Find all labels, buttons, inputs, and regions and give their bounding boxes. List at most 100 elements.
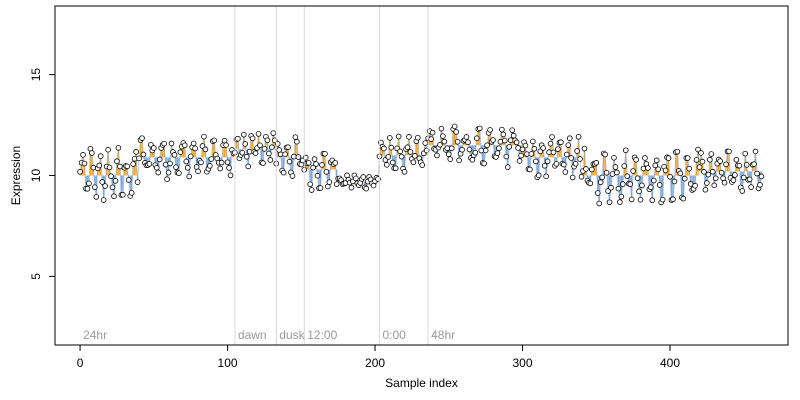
data-point [92,184,98,190]
data-point [553,161,560,167]
annotation-label: 12:00 [307,328,337,342]
data-point [466,146,473,153]
data-point [201,133,207,140]
data-point [434,152,440,159]
data-point [243,153,250,160]
data-point [730,177,737,183]
data-point [198,159,204,166]
data-point [395,133,402,140]
data-point [603,169,610,176]
data-point [181,142,188,149]
data-point [211,137,218,144]
data-point [428,136,434,142]
data-point [628,196,635,203]
data-point [392,165,399,172]
annotation-label: dusk [279,328,305,342]
data-point [587,180,594,187]
data-point [404,144,411,150]
data-point [96,162,103,169]
data-point [89,150,95,156]
data-point [410,159,417,166]
data-point [614,169,620,176]
data-point [153,164,160,171]
data-point [665,155,672,161]
data-point [550,149,557,156]
data-point [176,170,182,176]
data-point [192,145,198,152]
data-point [440,133,446,139]
data-point [699,158,706,165]
data-point [322,150,328,157]
data-point [723,161,729,168]
data-point [381,145,387,152]
data-point [257,142,263,149]
annotation-label: 0:00 [382,328,406,342]
data-point [754,170,760,177]
data-point [594,190,601,196]
data-point [506,144,513,150]
data-point [319,162,325,168]
data-point [620,181,626,187]
data-point [593,159,600,166]
data-point [653,157,660,164]
data-point [260,160,266,166]
data-point [317,185,324,191]
data-point [217,165,223,172]
data-point [307,181,313,188]
data-point [156,156,163,163]
data-point [285,144,291,151]
data-point [171,152,178,158]
data-point [164,176,170,182]
data-point [267,157,274,163]
data-point [295,154,302,160]
data-point [637,196,644,203]
data-point [429,129,436,136]
data-point [115,145,122,151]
data-point [522,142,529,149]
data-point [112,178,119,184]
data-point [124,163,131,170]
data-point [419,162,426,168]
data-point [718,169,725,176]
data-point [693,157,700,163]
x-tick-label: 400 [660,356,680,370]
data-point [597,179,604,186]
data-point [99,179,105,185]
x-tick-label: 0 [77,356,84,370]
data-point [208,156,215,162]
data-point [252,150,259,156]
annotation-layer: 24hr dawn dusk 12:00 0:00 48hr [83,328,455,342]
data-point [589,166,595,173]
data-point [363,185,369,192]
x-tick-label: 200 [365,356,385,370]
data-point [704,180,710,186]
data-point [133,149,139,155]
x-axis-label: Sample index [385,376,458,390]
data-point [742,150,749,157]
data-point [671,178,678,185]
data-point [202,146,209,153]
data-point [289,173,296,179]
data-point [648,184,654,191]
data-point [611,155,617,161]
data-point [684,155,691,161]
data-point [437,141,443,148]
data-point [114,158,120,165]
data-point [183,158,190,165]
data-point [519,146,526,153]
data-point [487,127,493,133]
data-point [701,169,707,175]
data-point [162,161,169,168]
data-point [264,137,271,144]
data-point [438,125,445,132]
data-point [109,184,116,191]
data-point [655,166,662,173]
data-point [134,179,141,185]
data-point [447,156,454,162]
data-point [266,150,272,157]
data-point [255,131,262,137]
data-point [333,181,340,187]
data-point [752,148,759,155]
data-point [633,156,639,163]
y-axis: 5 10 15 [29,68,55,280]
